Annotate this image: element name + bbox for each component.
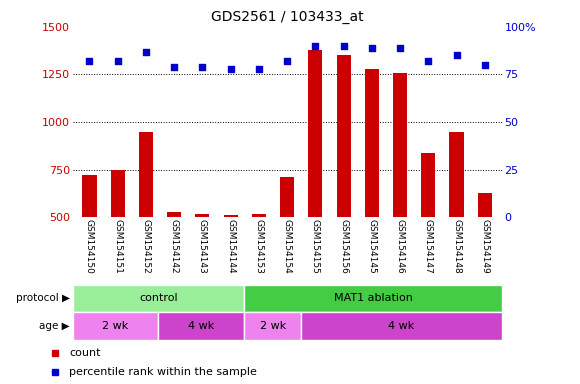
Text: GSM154153: GSM154153 <box>255 219 263 274</box>
Text: GSM154144: GSM154144 <box>226 219 235 274</box>
Text: 4 wk: 4 wk <box>389 321 415 331</box>
Text: 2 wk: 2 wk <box>260 321 286 331</box>
Text: count: count <box>69 348 100 358</box>
Text: GSM154145: GSM154145 <box>367 219 376 274</box>
Text: GSM154149: GSM154149 <box>480 219 490 274</box>
Text: protocol ▶: protocol ▶ <box>16 293 70 303</box>
Point <box>169 64 179 70</box>
Bar <box>139 132 153 217</box>
Point <box>254 66 263 72</box>
Point <box>85 58 94 64</box>
Text: GSM154152: GSM154152 <box>142 219 150 274</box>
Text: GSM154156: GSM154156 <box>339 219 348 274</box>
Bar <box>365 69 379 217</box>
Text: GSM154143: GSM154143 <box>198 219 207 274</box>
Text: GSM154150: GSM154150 <box>85 219 94 274</box>
Bar <box>302 312 502 340</box>
Bar <box>280 177 294 217</box>
Text: GSM154146: GSM154146 <box>396 219 404 274</box>
Point <box>480 62 490 68</box>
Text: GSM154148: GSM154148 <box>452 219 461 274</box>
Text: 2 wk: 2 wk <box>102 321 129 331</box>
Bar <box>72 312 158 340</box>
Point <box>142 48 151 55</box>
Point <box>198 64 207 70</box>
Text: GSM154147: GSM154147 <box>424 219 433 274</box>
Point <box>452 52 461 58</box>
Bar <box>478 193 492 217</box>
Text: GSM154142: GSM154142 <box>170 219 179 274</box>
Bar <box>244 285 502 312</box>
Bar <box>158 312 244 340</box>
Text: 4 wk: 4 wk <box>188 321 215 331</box>
Text: GSM154151: GSM154151 <box>113 219 122 274</box>
Bar <box>309 50 322 217</box>
Bar <box>111 170 125 217</box>
Text: control: control <box>139 293 177 303</box>
Point <box>282 58 292 64</box>
Point <box>339 43 348 49</box>
Text: GSM154154: GSM154154 <box>282 219 292 274</box>
Title: GDS2561 / 103433_at: GDS2561 / 103433_at <box>211 10 364 25</box>
Bar <box>421 152 436 217</box>
Point <box>367 45 376 51</box>
Bar <box>167 212 181 217</box>
Bar <box>223 215 238 217</box>
Point <box>113 58 122 64</box>
Text: MAT1 ablation: MAT1 ablation <box>334 293 412 303</box>
Point <box>311 43 320 49</box>
Bar <box>393 73 407 217</box>
Point <box>396 45 405 51</box>
Bar <box>336 55 351 217</box>
Text: percentile rank within the sample: percentile rank within the sample <box>69 367 257 377</box>
Bar <box>72 285 244 312</box>
Point <box>423 58 433 64</box>
Bar <box>450 132 463 217</box>
Bar <box>252 215 266 217</box>
Bar <box>82 175 96 217</box>
Bar <box>195 214 209 217</box>
Text: GSM154155: GSM154155 <box>311 219 320 274</box>
Text: age ▶: age ▶ <box>39 321 70 331</box>
Bar <box>244 312 302 340</box>
Point <box>226 66 235 72</box>
